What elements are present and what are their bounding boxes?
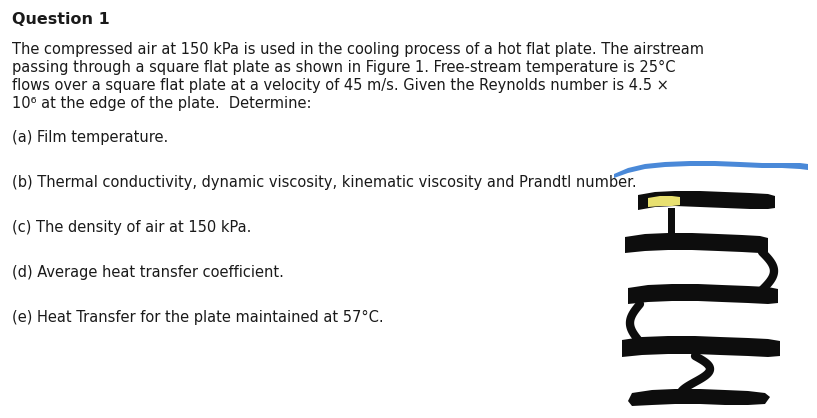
- Polygon shape: [622, 336, 780, 357]
- Polygon shape: [668, 208, 675, 238]
- Text: passing through a square flat plate as shown in Figure 1. Free-stream temperatur: passing through a square flat plate as s…: [12, 60, 676, 75]
- Polygon shape: [625, 233, 768, 253]
- Polygon shape: [648, 196, 680, 207]
- Text: 10⁶ at the edge of the plate.  Determine:: 10⁶ at the edge of the plate. Determine:: [12, 96, 311, 111]
- Polygon shape: [628, 389, 770, 406]
- Polygon shape: [638, 191, 775, 210]
- Text: (c) The density of air at 150 kPa.: (c) The density of air at 150 kPa.: [12, 220, 252, 235]
- Text: The compressed air at 150 kPa is used in the cooling process of a hot flat plate: The compressed air at 150 kPa is used in…: [12, 42, 704, 57]
- Text: flows over a square flat plate at a velocity of 45 m/s. Given the Reynolds numbe: flows over a square flat plate at a velo…: [12, 78, 669, 93]
- Text: (d) Average heat transfer coefficient.: (d) Average heat transfer coefficient.: [12, 265, 283, 280]
- Text: Question 1: Question 1: [12, 12, 109, 27]
- Text: (a) Film temperature.: (a) Film temperature.: [12, 130, 168, 145]
- Polygon shape: [628, 284, 778, 304]
- Text: (e) Heat Transfer for the plate maintained at 57°C.: (e) Heat Transfer for the plate maintain…: [12, 310, 384, 325]
- Polygon shape: [614, 161, 808, 178]
- Text: (b) Thermal conductivity, dynamic viscosity, kinematic viscosity and Prandtl num: (b) Thermal conductivity, dynamic viscos…: [12, 175, 636, 190]
